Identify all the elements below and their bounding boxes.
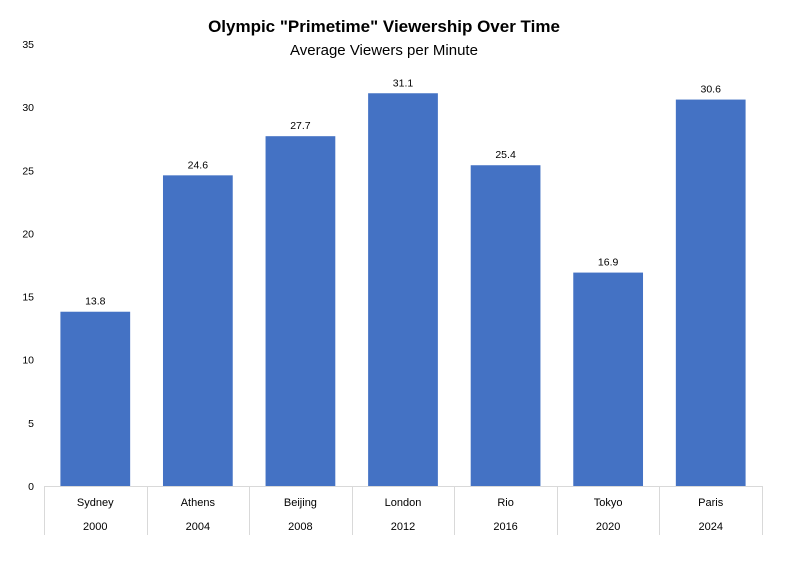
bar-athens: [162, 175, 233, 486]
x-category-label: Rio: [497, 497, 514, 509]
bar-sydney: [60, 311, 131, 486]
y-axis: 0 5 10 15 20 25 30 35: [22, 39, 34, 493]
x-year-label: 2000: [83, 521, 107, 533]
bars: 13.8 24.6 27.7 31.1 25.4 16.9 30.6: [60, 77, 746, 487]
y-tick-label: 35: [22, 39, 34, 51]
x-year-label: 2008: [288, 521, 312, 533]
x-category-label: Beijing: [284, 497, 317, 509]
x-category-label: Paris: [698, 497, 724, 509]
bar-rio: [470, 165, 541, 486]
x-year-label: 2012: [391, 521, 415, 533]
y-tick-label: 5: [28, 418, 34, 430]
x-category-label: Athens: [181, 497, 216, 509]
x-category-label: London: [385, 497, 422, 509]
bar-beijing: [265, 136, 336, 486]
x-year-label: 2020: [596, 521, 620, 533]
data-label: 13.8: [85, 296, 106, 308]
data-label: 27.7: [290, 120, 311, 132]
y-tick-label: 15: [22, 292, 34, 304]
bar-tokyo: [573, 272, 644, 486]
chart-title: Olympic "Primetime" Viewership Over Time: [208, 17, 560, 36]
data-label: 30.6: [700, 84, 721, 96]
x-year-label: 2024: [698, 521, 722, 533]
x-category-label: Sydney: [77, 497, 114, 509]
data-label: 31.1: [393, 77, 414, 89]
y-tick-label: 0: [28, 481, 34, 493]
data-label: 24.6: [188, 159, 209, 171]
x-category-label: Tokyo: [594, 497, 623, 509]
bar-london: [368, 93, 438, 486]
y-tick-label: 25: [22, 165, 34, 177]
bar-paris: [675, 99, 746, 487]
data-label: 16.9: [598, 257, 619, 269]
y-tick-label: 20: [22, 228, 34, 240]
x-year-label: 2016: [493, 521, 517, 533]
data-label: 25.4: [495, 149, 516, 161]
y-tick-label: 10: [22, 355, 34, 367]
x-year-label: 2004: [186, 521, 210, 533]
x-axis: Sydney 2000 Athens 2004 Beijing 2008 London 201…: [44, 486, 763, 535]
y-tick-label: 30: [22, 102, 34, 114]
chart-subtitle: Average Viewers per Minute: [290, 42, 478, 59]
